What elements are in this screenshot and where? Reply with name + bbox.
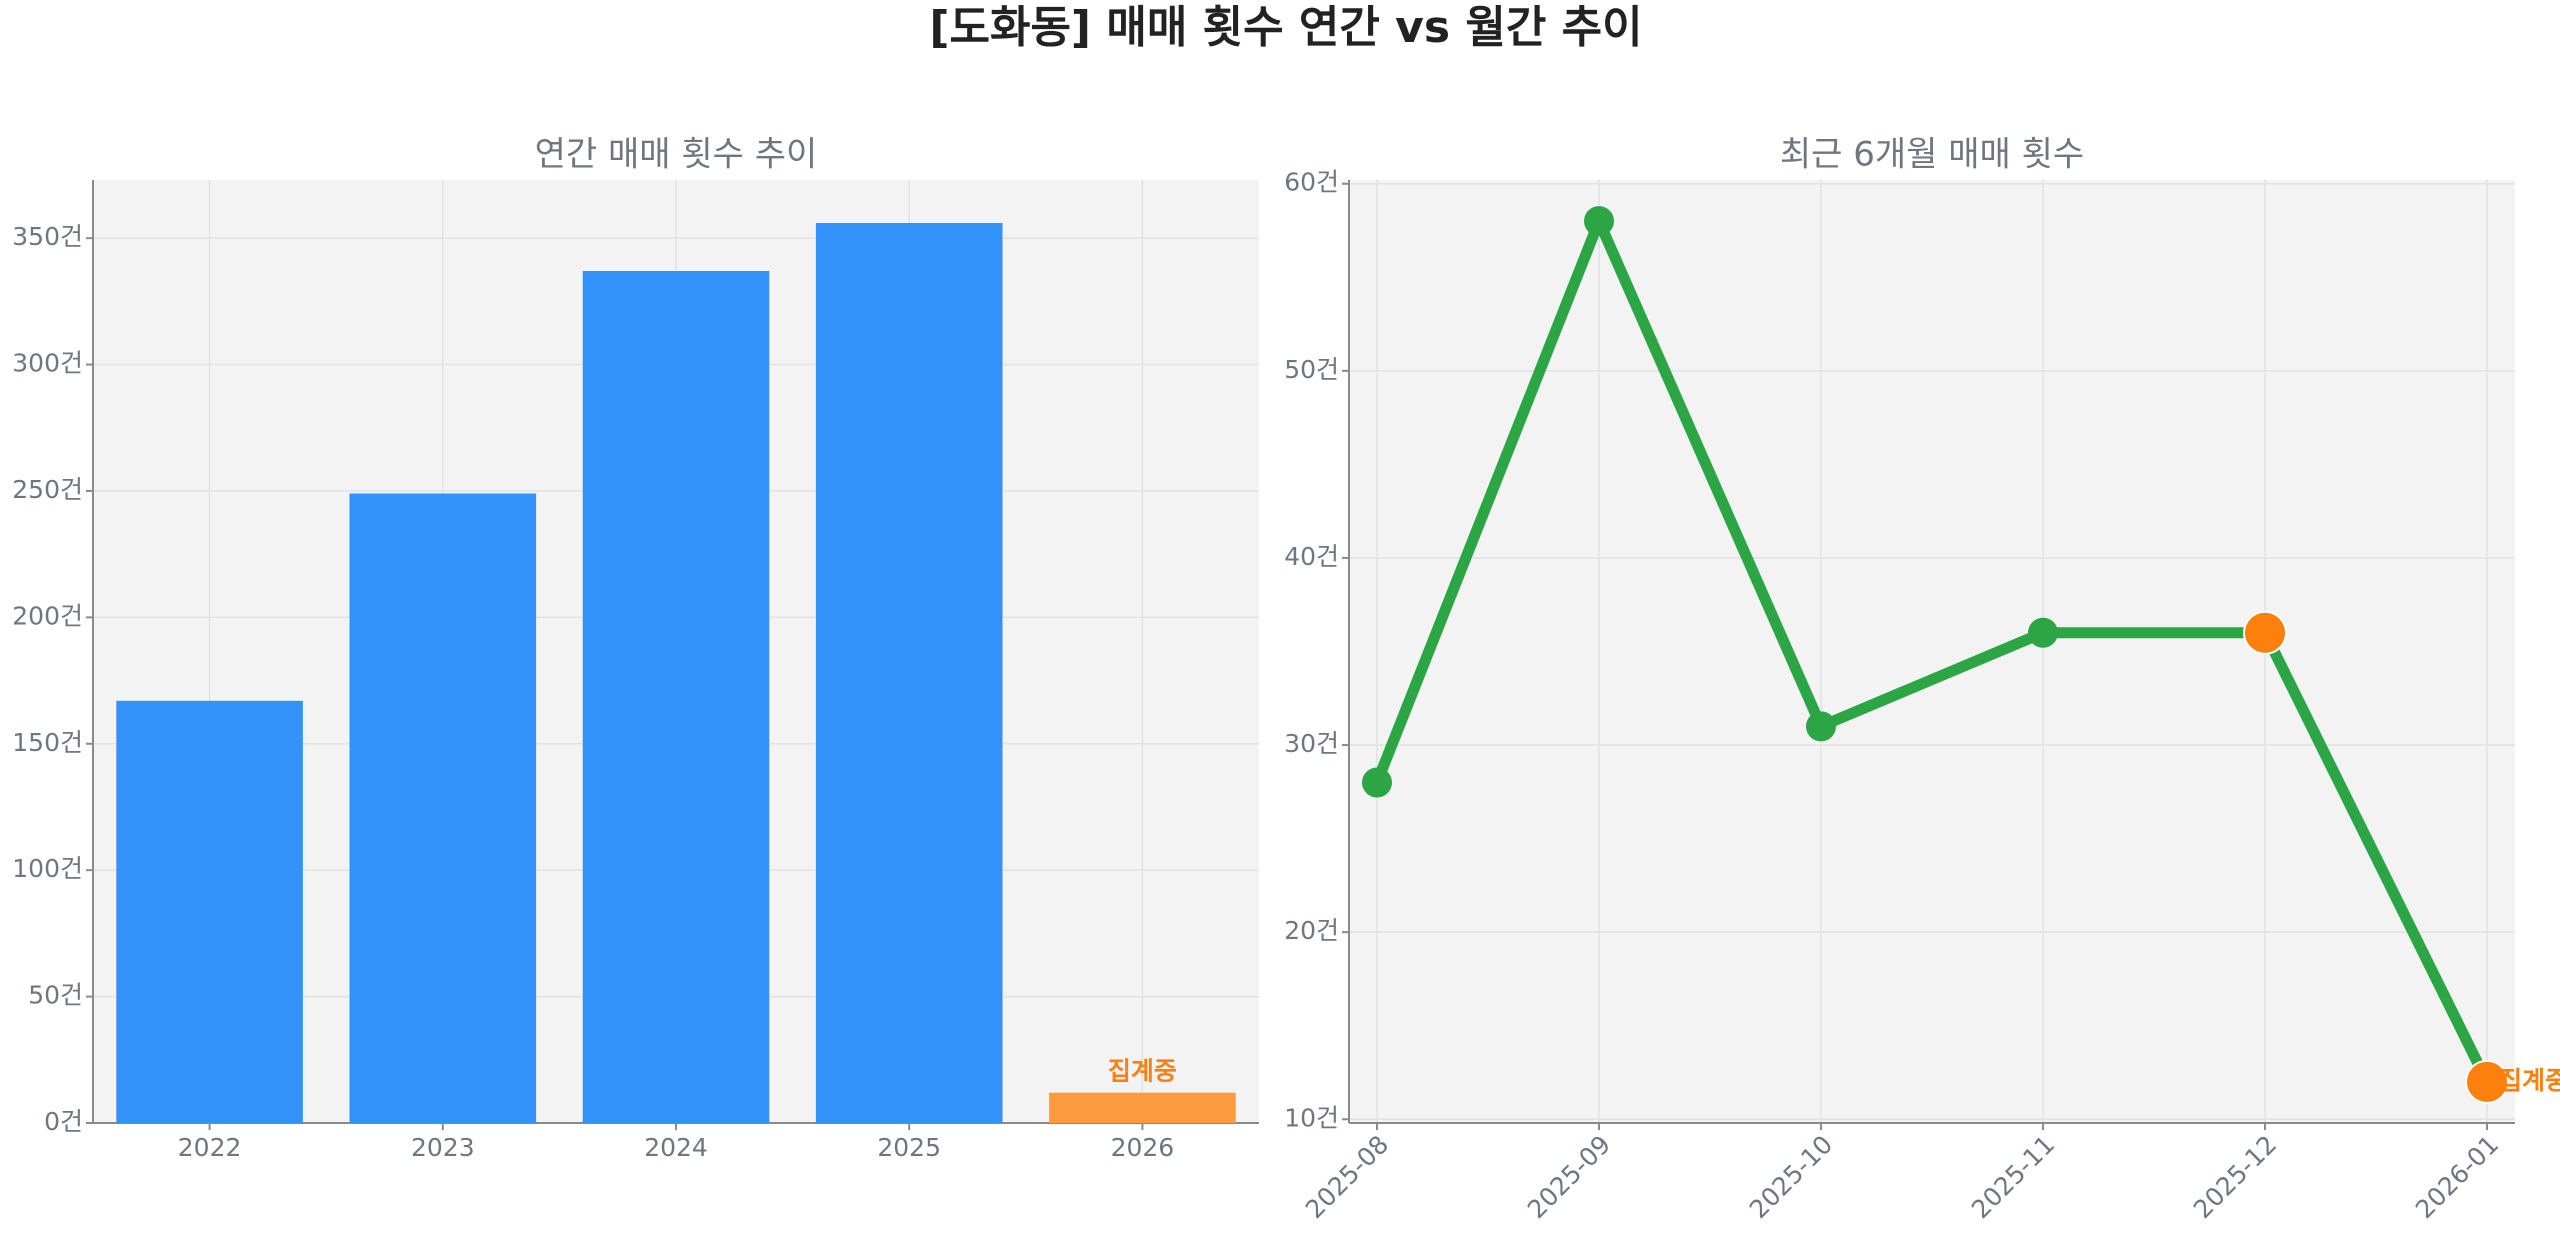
x-tick-label: 2025-08 xyxy=(1300,1130,1394,1224)
bar xyxy=(116,700,303,1123)
line xyxy=(1371,215,2492,1085)
y-tick-label: 200건 xyxy=(12,601,83,630)
plot-background xyxy=(1349,180,2515,1123)
x-tick-label: 2025-12 xyxy=(2188,1130,2282,1224)
x-tick-label: 2022 xyxy=(178,1133,242,1162)
annotation: 집계중 xyxy=(1108,1057,1177,1086)
y-tick-label: 150건 xyxy=(12,728,83,757)
y-tick-label: 40건 xyxy=(1284,542,1339,571)
y-tick-label: 0건 xyxy=(44,1107,83,1136)
y-tick-label: 50건 xyxy=(28,981,83,1010)
marker xyxy=(1584,206,1614,237)
marker xyxy=(1806,711,1836,742)
x-tick-label: 2024 xyxy=(644,1133,708,1162)
y-tick-label: 300건 xyxy=(12,349,83,378)
bar xyxy=(1049,1092,1236,1123)
x-tick-label: 2025-09 xyxy=(1522,1130,1616,1224)
y-tick-label: 20건 xyxy=(1284,916,1339,945)
y-tick-label: 30건 xyxy=(1284,729,1339,758)
annotation: 집계중 xyxy=(2499,1066,2560,1095)
y-tick-label: 60건 xyxy=(1284,168,1339,197)
marker xyxy=(2465,1059,2509,1104)
y-tick-label: 10건 xyxy=(1284,1103,1339,1132)
y-tick-label: 100건 xyxy=(12,854,83,883)
marker xyxy=(2243,610,2287,655)
bar xyxy=(582,271,770,1123)
y-tick-label: 50건 xyxy=(1284,355,1339,384)
x-tick-label: 2025-11 xyxy=(1966,1130,2060,1224)
x-tick-label: 2023 xyxy=(411,1133,475,1162)
marker xyxy=(1362,767,1392,798)
bar xyxy=(815,222,1003,1124)
marker xyxy=(2028,617,2058,648)
y-tick-label: 350건 xyxy=(12,222,83,251)
x-tick-label: 2025 xyxy=(877,1133,941,1162)
bar xyxy=(349,493,537,1124)
subplot-title: 최근 6개월 매매 횟수 xyxy=(1780,135,2084,175)
x-tick-label: 2026 xyxy=(1111,1133,1175,1162)
figure-title: [도화동] 매매 횟수 연간 vs 월간 추이 xyxy=(929,2,1642,53)
y-tick-label: 250건 xyxy=(12,475,83,504)
x-tick-label: 2025-10 xyxy=(1744,1130,1838,1224)
subplot-title: 연간 매매 횟수 추이 xyxy=(535,135,818,175)
x-tick-label: 2026-01 xyxy=(2410,1130,2504,1224)
